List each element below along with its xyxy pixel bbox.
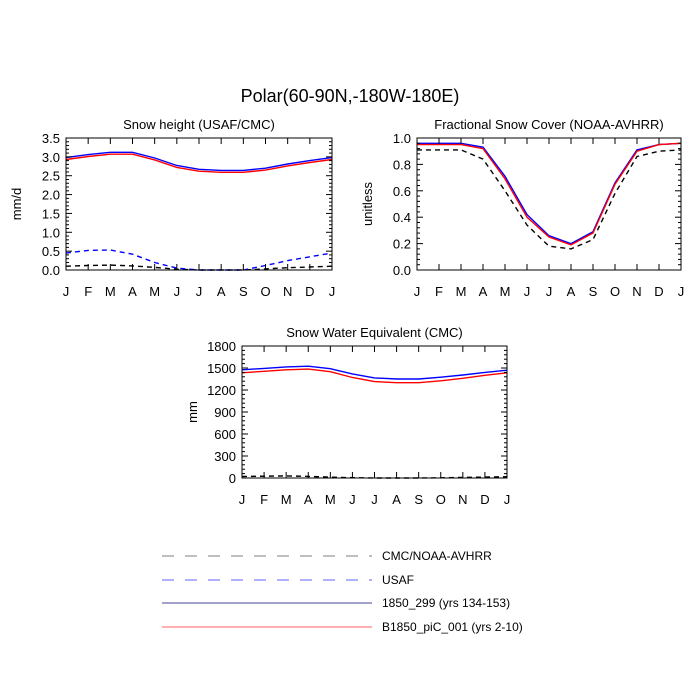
y-tick-label: 600 (214, 427, 236, 442)
legend-label: USAF (382, 573, 414, 587)
y-tick-label: 1500 (207, 361, 236, 376)
y-tick-label: 900 (214, 405, 236, 420)
x-tick-label: D (654, 284, 663, 299)
x-tick-label: M (500, 284, 511, 299)
legend-entry: 1850_299 (yrs 134-153) (162, 596, 510, 610)
x-tick-label: J (174, 284, 181, 299)
panel-snow-water-equivalent: Snow Water Equivalent (CMC) mm 0 300 600 900 1… (185, 325, 510, 507)
series-line-1850-299-yrs-134-153 (417, 142, 682, 245)
x-tick-label: M (281, 492, 292, 507)
y-axis-label: mm/d (9, 188, 24, 221)
x-tick-label: M (105, 284, 116, 299)
y-tick-label: 3.0 (42, 150, 60, 165)
x-tick-label: J (504, 492, 511, 507)
figure-title: Polar(60-90N,-180W-180E) (241, 86, 460, 106)
series-line-b1850-pic-001-yrs-2-10 (417, 142, 682, 246)
legend-label: CMC/NOAA-AVHRR (382, 549, 492, 563)
y-tick-label: 1800 (207, 339, 236, 354)
legend-entry: CMC/NOAA-AVHRR (162, 549, 492, 563)
x-tick-label: J (63, 284, 70, 299)
series-line-1850-299-yrs-134-153 (65, 151, 333, 172)
y-tick-label: 0 (229, 471, 236, 486)
legend-entry: USAF (162, 573, 414, 587)
panels: Snow height (USAF/CMC) mm/d 0.0 0.5 1.0 1.5 2.… (9, 117, 684, 507)
legend-label: 1850_299 (yrs 134-153) (382, 596, 510, 610)
y-tick-label: 0.2 (393, 237, 411, 252)
x-tick-label: A (567, 284, 576, 299)
y-tick-label: 1.0 (393, 131, 411, 146)
x-tick-label: O (610, 284, 620, 299)
x-tick-label: N (283, 284, 292, 299)
y-tick-label: 0.0 (393, 263, 411, 278)
legend-label: B1850_piC_001 (yrs 2-10) (382, 620, 523, 634)
x-tick-label: D (305, 284, 314, 299)
x-tick-label: J (371, 492, 378, 507)
x-tick-label: F (84, 284, 92, 299)
x-tick-label: J (239, 492, 246, 507)
x-tick-label: A (217, 284, 226, 299)
y-tick-label: 2.0 (42, 188, 60, 203)
y-tick-label: 1.0 (42, 225, 60, 240)
x-tick-label: M (325, 492, 336, 507)
x-tick-label: J (196, 284, 203, 299)
x-tick-label: J (678, 284, 685, 299)
x-tick-label: J (546, 284, 553, 299)
x-tick-label: A (392, 492, 401, 507)
y-tick-label: 0.8 (393, 157, 411, 172)
panel-title: Snow Water Equivalent (CMC) (286, 325, 463, 340)
x-tick-label: J (329, 284, 336, 299)
legend: CMC/NOAA-AVHRR USAF 1850_299 (yrs 134-153)… (162, 549, 523, 634)
series-line-1850-299-yrs-134-153 (241, 365, 508, 380)
x-tick-label: A (128, 284, 137, 299)
x-tick-label: D (480, 492, 489, 507)
x-tick-label: A (304, 492, 313, 507)
panel-snow-height: Snow height (USAF/CMC) mm/d 0.0 0.5 1.0 1.5 2.… (9, 117, 335, 299)
x-tick-label: S (589, 284, 598, 299)
series-line-cmc-noaa-avhrr (417, 149, 682, 250)
legend-entry: B1850_piC_001 (yrs 2-10) (162, 620, 523, 634)
x-tick-label: F (260, 492, 268, 507)
x-tick-label: S (414, 492, 423, 507)
y-tick-label: 0.6 (393, 184, 411, 199)
x-tick-label: J (414, 284, 421, 299)
panel-title: Snow height (USAF/CMC) (123, 117, 275, 132)
x-tick-label: M (456, 284, 467, 299)
y-axis-label: unitless (360, 181, 375, 226)
y-tick-label: 0.5 (42, 244, 60, 259)
x-tick-label: O (436, 492, 446, 507)
y-tick-label: 300 (214, 449, 236, 464)
y-tick-label: 1.5 (42, 206, 60, 221)
series-line-b1850-pic-001-yrs-2-10 (241, 368, 508, 384)
x-tick-label: O (260, 284, 270, 299)
x-tick-label: N (458, 492, 467, 507)
x-tick-label: S (239, 284, 248, 299)
x-tick-label: F (435, 284, 443, 299)
plot-frame (241, 345, 508, 479)
panel-title: Fractional Snow Cover (NOAA-AVHRR) (434, 117, 663, 132)
x-tick-label: J (349, 492, 356, 507)
y-axis-label: mm (185, 401, 200, 423)
panel-fractional-snow-cover: Fractional Snow Cover (NOAA-AVHRR) unitle… (360, 117, 684, 299)
y-tick-label: 3.5 (42, 131, 60, 146)
series-line-b1850-pic-001-yrs-2-10 (65, 153, 333, 174)
y-tick-label: 0.0 (42, 263, 60, 278)
x-tick-label: A (479, 284, 488, 299)
x-tick-label: N (632, 284, 641, 299)
y-tick-label: 1200 (207, 383, 236, 398)
y-tick-label: 0.4 (393, 210, 411, 225)
x-tick-label: J (524, 284, 531, 299)
x-tick-label: M (149, 284, 160, 299)
plot-frame (416, 137, 682, 271)
y-tick-label: 2.5 (42, 169, 60, 184)
